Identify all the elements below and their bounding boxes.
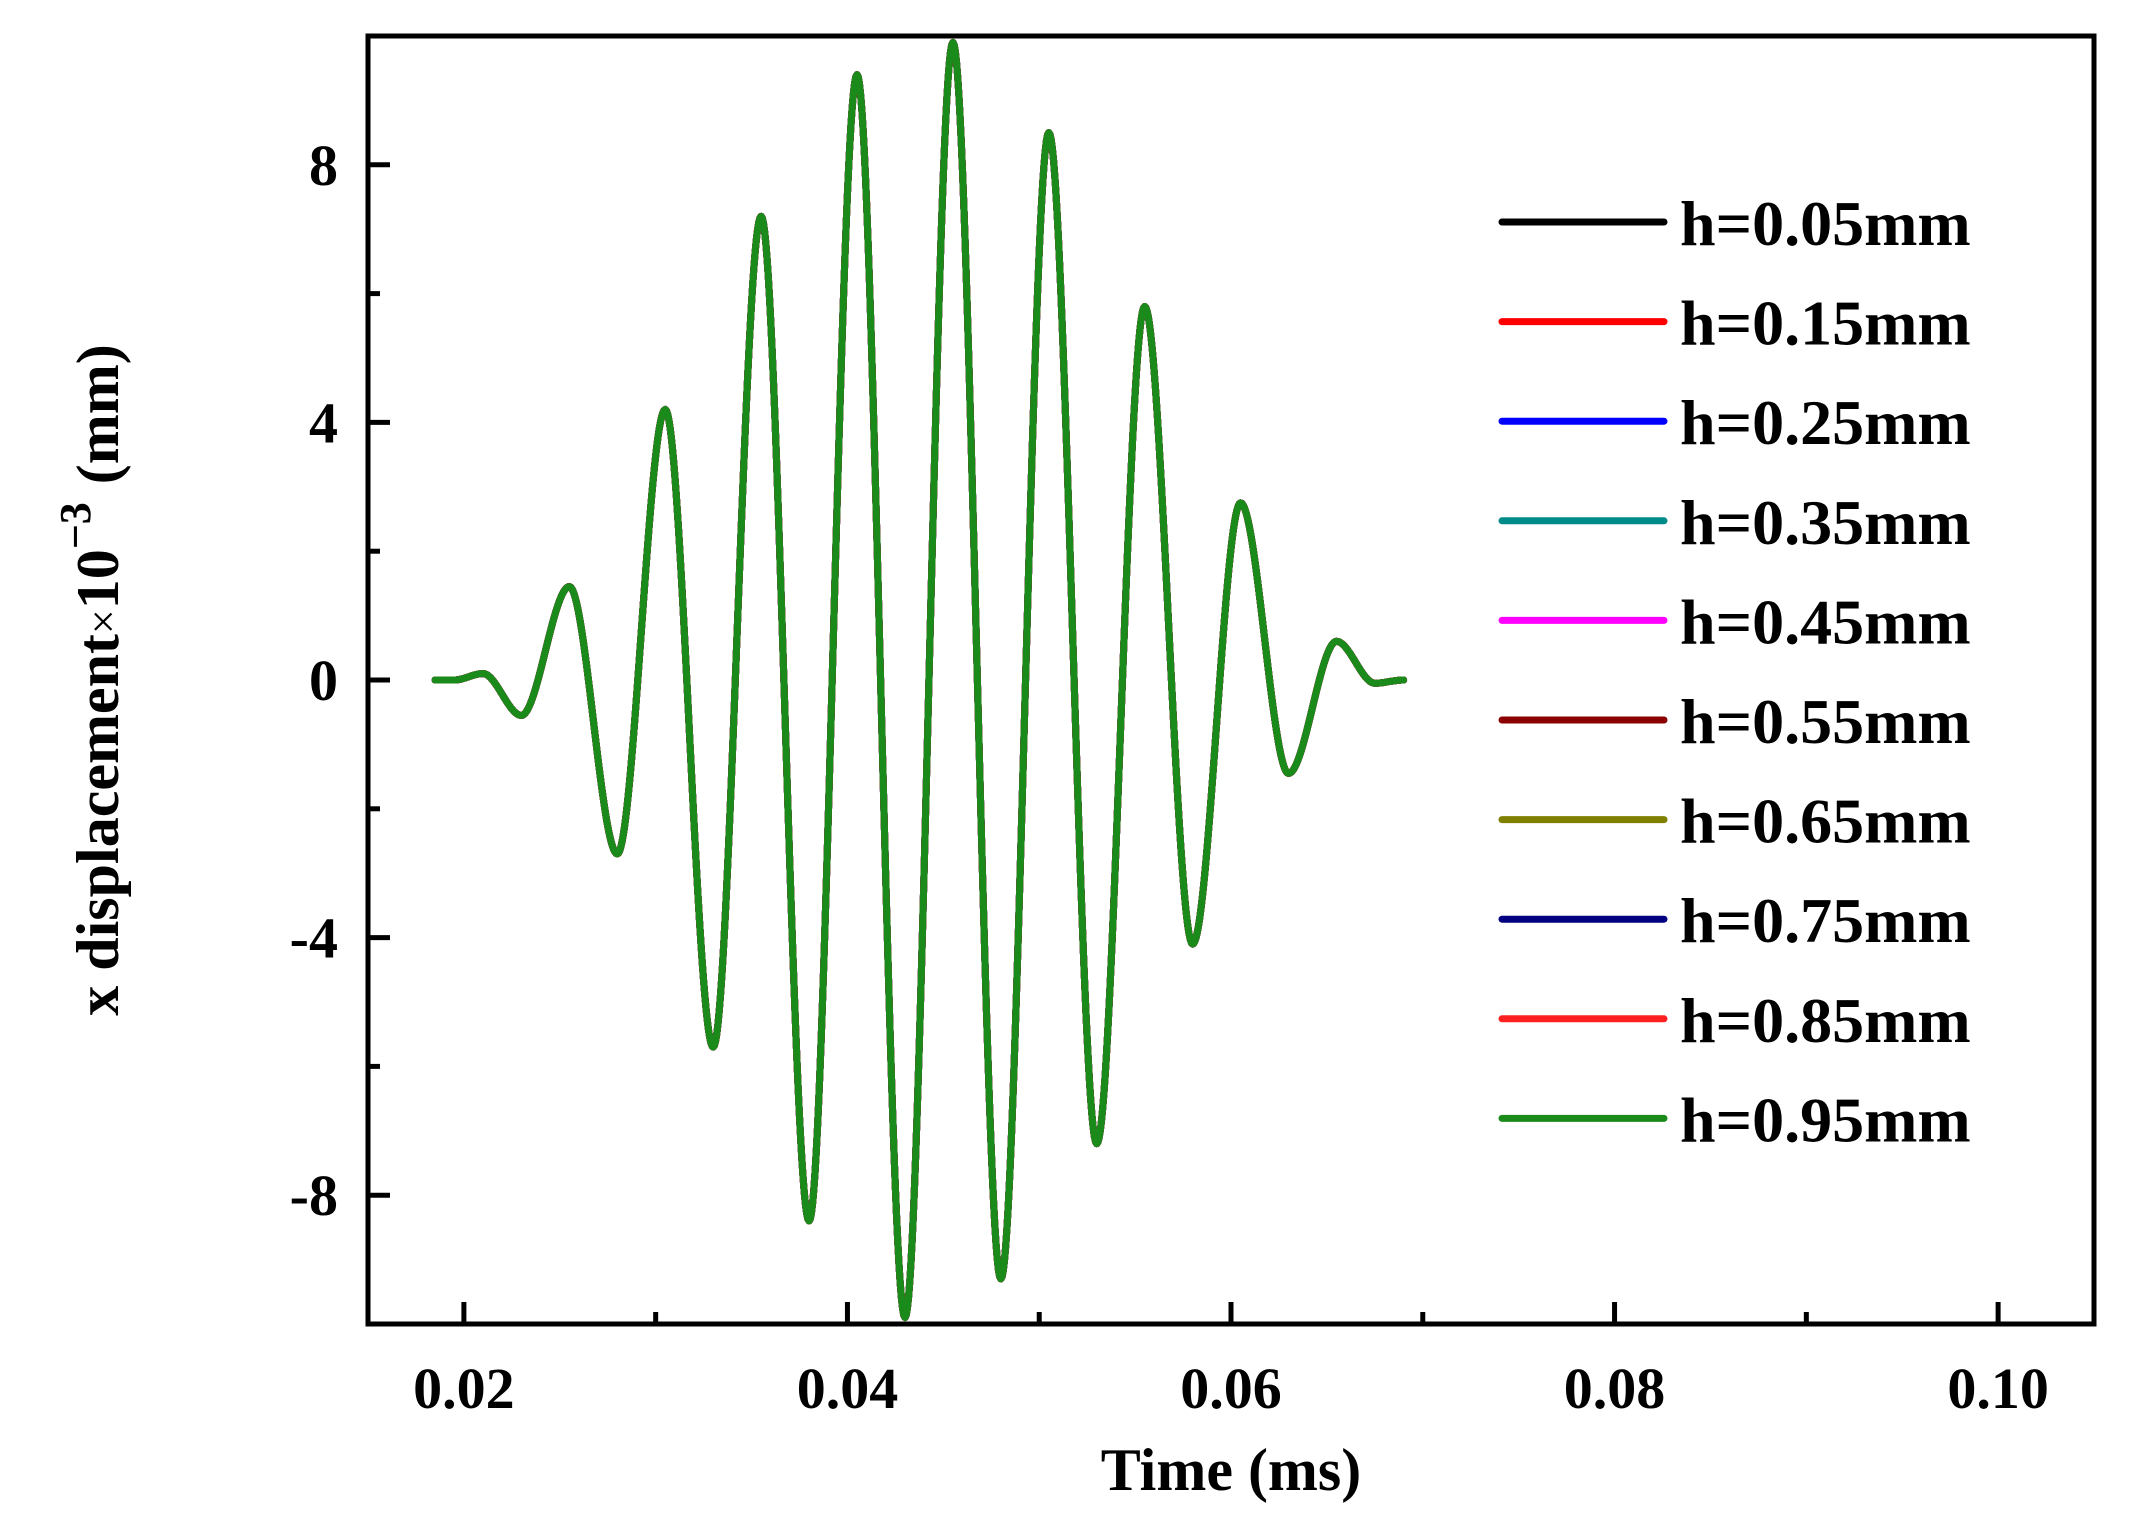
legend-label-4: h=0.45mm <box>1680 586 1971 657</box>
y-tick-label-4: -8 <box>290 1163 338 1228</box>
legend-label-7: h=0.75mm <box>1680 885 1971 956</box>
x-tick-label-1: 0.04 <box>797 1356 899 1421</box>
legend: h=0.05mm h=0.15mm h=0.25mm h=0.35mm h=0.45mm… <box>1498 188 1971 1155</box>
x-tick-label-3: 0.08 <box>1564 1356 1666 1421</box>
plot-data-area <box>431 38 1408 1322</box>
y-axis-title-exponent: −3 <box>51 502 100 549</box>
y-tick-label-0: 8 <box>309 133 338 198</box>
legend-label-3: h=0.35mm <box>1680 487 1971 558</box>
y-axis-title-main: x displacement <box>65 634 131 1016</box>
y-axis-title-base: 10 <box>65 549 131 609</box>
x-tick-label-4: 0.10 <box>1947 1356 2049 1421</box>
x-axis: 0.02 0.04 0.06 0.08 0.10 <box>413 1302 2049 1421</box>
x-tick-label-2: 0.06 <box>1180 1356 1282 1421</box>
legend-label-6: h=0.65mm <box>1680 786 1971 857</box>
y-axis: 8 4 0 -4 -8 <box>290 133 390 1228</box>
legend-label-8: h=0.85mm <box>1680 985 1971 1056</box>
series-line-9 <box>431 38 1408 1322</box>
legend-label-2: h=0.25mm <box>1680 387 1971 458</box>
y-axis-title-unit: (mm) <box>65 344 131 484</box>
legend-label-5: h=0.55mm <box>1680 686 1971 757</box>
legend-label-1: h=0.15mm <box>1680 288 1971 359</box>
legend-label-9: h=0.95mm <box>1680 1084 1971 1155</box>
y-axis-title: x displacement×10−3 (mm) <box>51 344 131 1015</box>
y-tick-label-2: 0 <box>309 648 338 713</box>
x-tick-label-0: 0.02 <box>413 1356 515 1421</box>
y-tick-label-3: -4 <box>290 906 338 971</box>
y-tick-label-1: 4 <box>309 390 338 455</box>
y-axis-title-times: × <box>79 609 128 634</box>
x-axis-title: Time (ms) <box>1101 1437 1362 1503</box>
legend-label-0: h=0.05mm <box>1680 188 1971 259</box>
